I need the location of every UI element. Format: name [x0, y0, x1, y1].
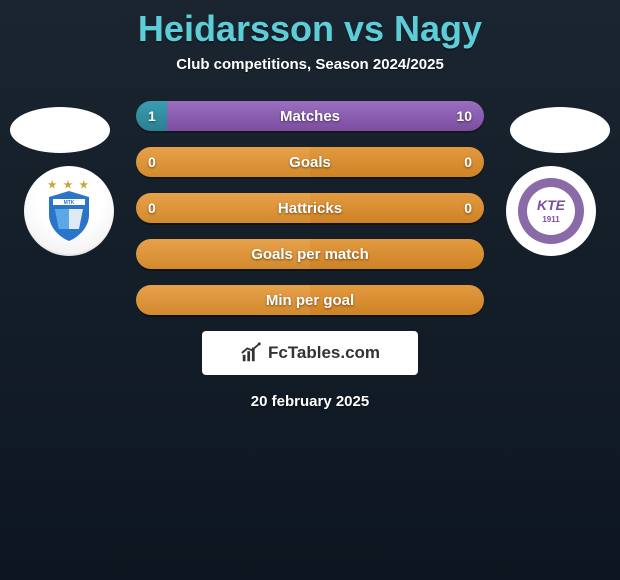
- badge-icon: KTE 1911: [516, 176, 586, 246]
- stat-value-left: 1: [148, 108, 156, 124]
- stat-value-left: 0: [148, 200, 156, 216]
- svg-text:MTK: MTK: [64, 200, 75, 206]
- title: Heidarsson vs Nagy: [0, 0, 620, 50]
- svg-text:KTE: KTE: [537, 197, 566, 213]
- stat-bars: Matches110Goals00Hattricks00Goals per ma…: [136, 101, 484, 315]
- stat-value-right: 0: [464, 200, 472, 216]
- comparison-area: ★ ★ ★ MTK KTE 1911 Matches110Goals00Hatt…: [0, 101, 620, 410]
- stat-label: Goals per match: [136, 239, 484, 269]
- stat-value-left: 0: [148, 154, 156, 170]
- stat-label: Matches: [136, 101, 484, 131]
- shield-icon: MTK: [45, 189, 93, 243]
- subtitle: Club competitions, Season 2024/2025: [0, 56, 620, 73]
- chart-icon: [240, 342, 262, 364]
- svg-text:1911: 1911: [542, 215, 560, 224]
- stat-value-right: 0: [464, 154, 472, 170]
- club-crest-left: ★ ★ ★ MTK: [24, 166, 114, 256]
- stat-label: Hattricks: [136, 193, 484, 223]
- source-logo: FcTables.com: [202, 331, 418, 375]
- stat-value-right: 10: [456, 108, 472, 124]
- stat-label: Min per goal: [136, 285, 484, 315]
- player-left-avatar: [10, 107, 110, 153]
- date-label: 20 february 2025: [0, 393, 620, 410]
- stat-label: Goals: [136, 147, 484, 177]
- stat-bar: Goals0 0: [136, 147, 484, 177]
- source-logo-text: FcTables.com: [268, 343, 380, 363]
- stat-bar: Matches1 10: [136, 101, 484, 131]
- stat-bar: Goals per match: [136, 239, 484, 269]
- club-crest-right: KTE 1911: [506, 166, 596, 256]
- stat-bar: Hattricks0 0: [136, 193, 484, 223]
- player-right-avatar: [510, 107, 610, 153]
- stat-bar: Min per goal: [136, 285, 484, 315]
